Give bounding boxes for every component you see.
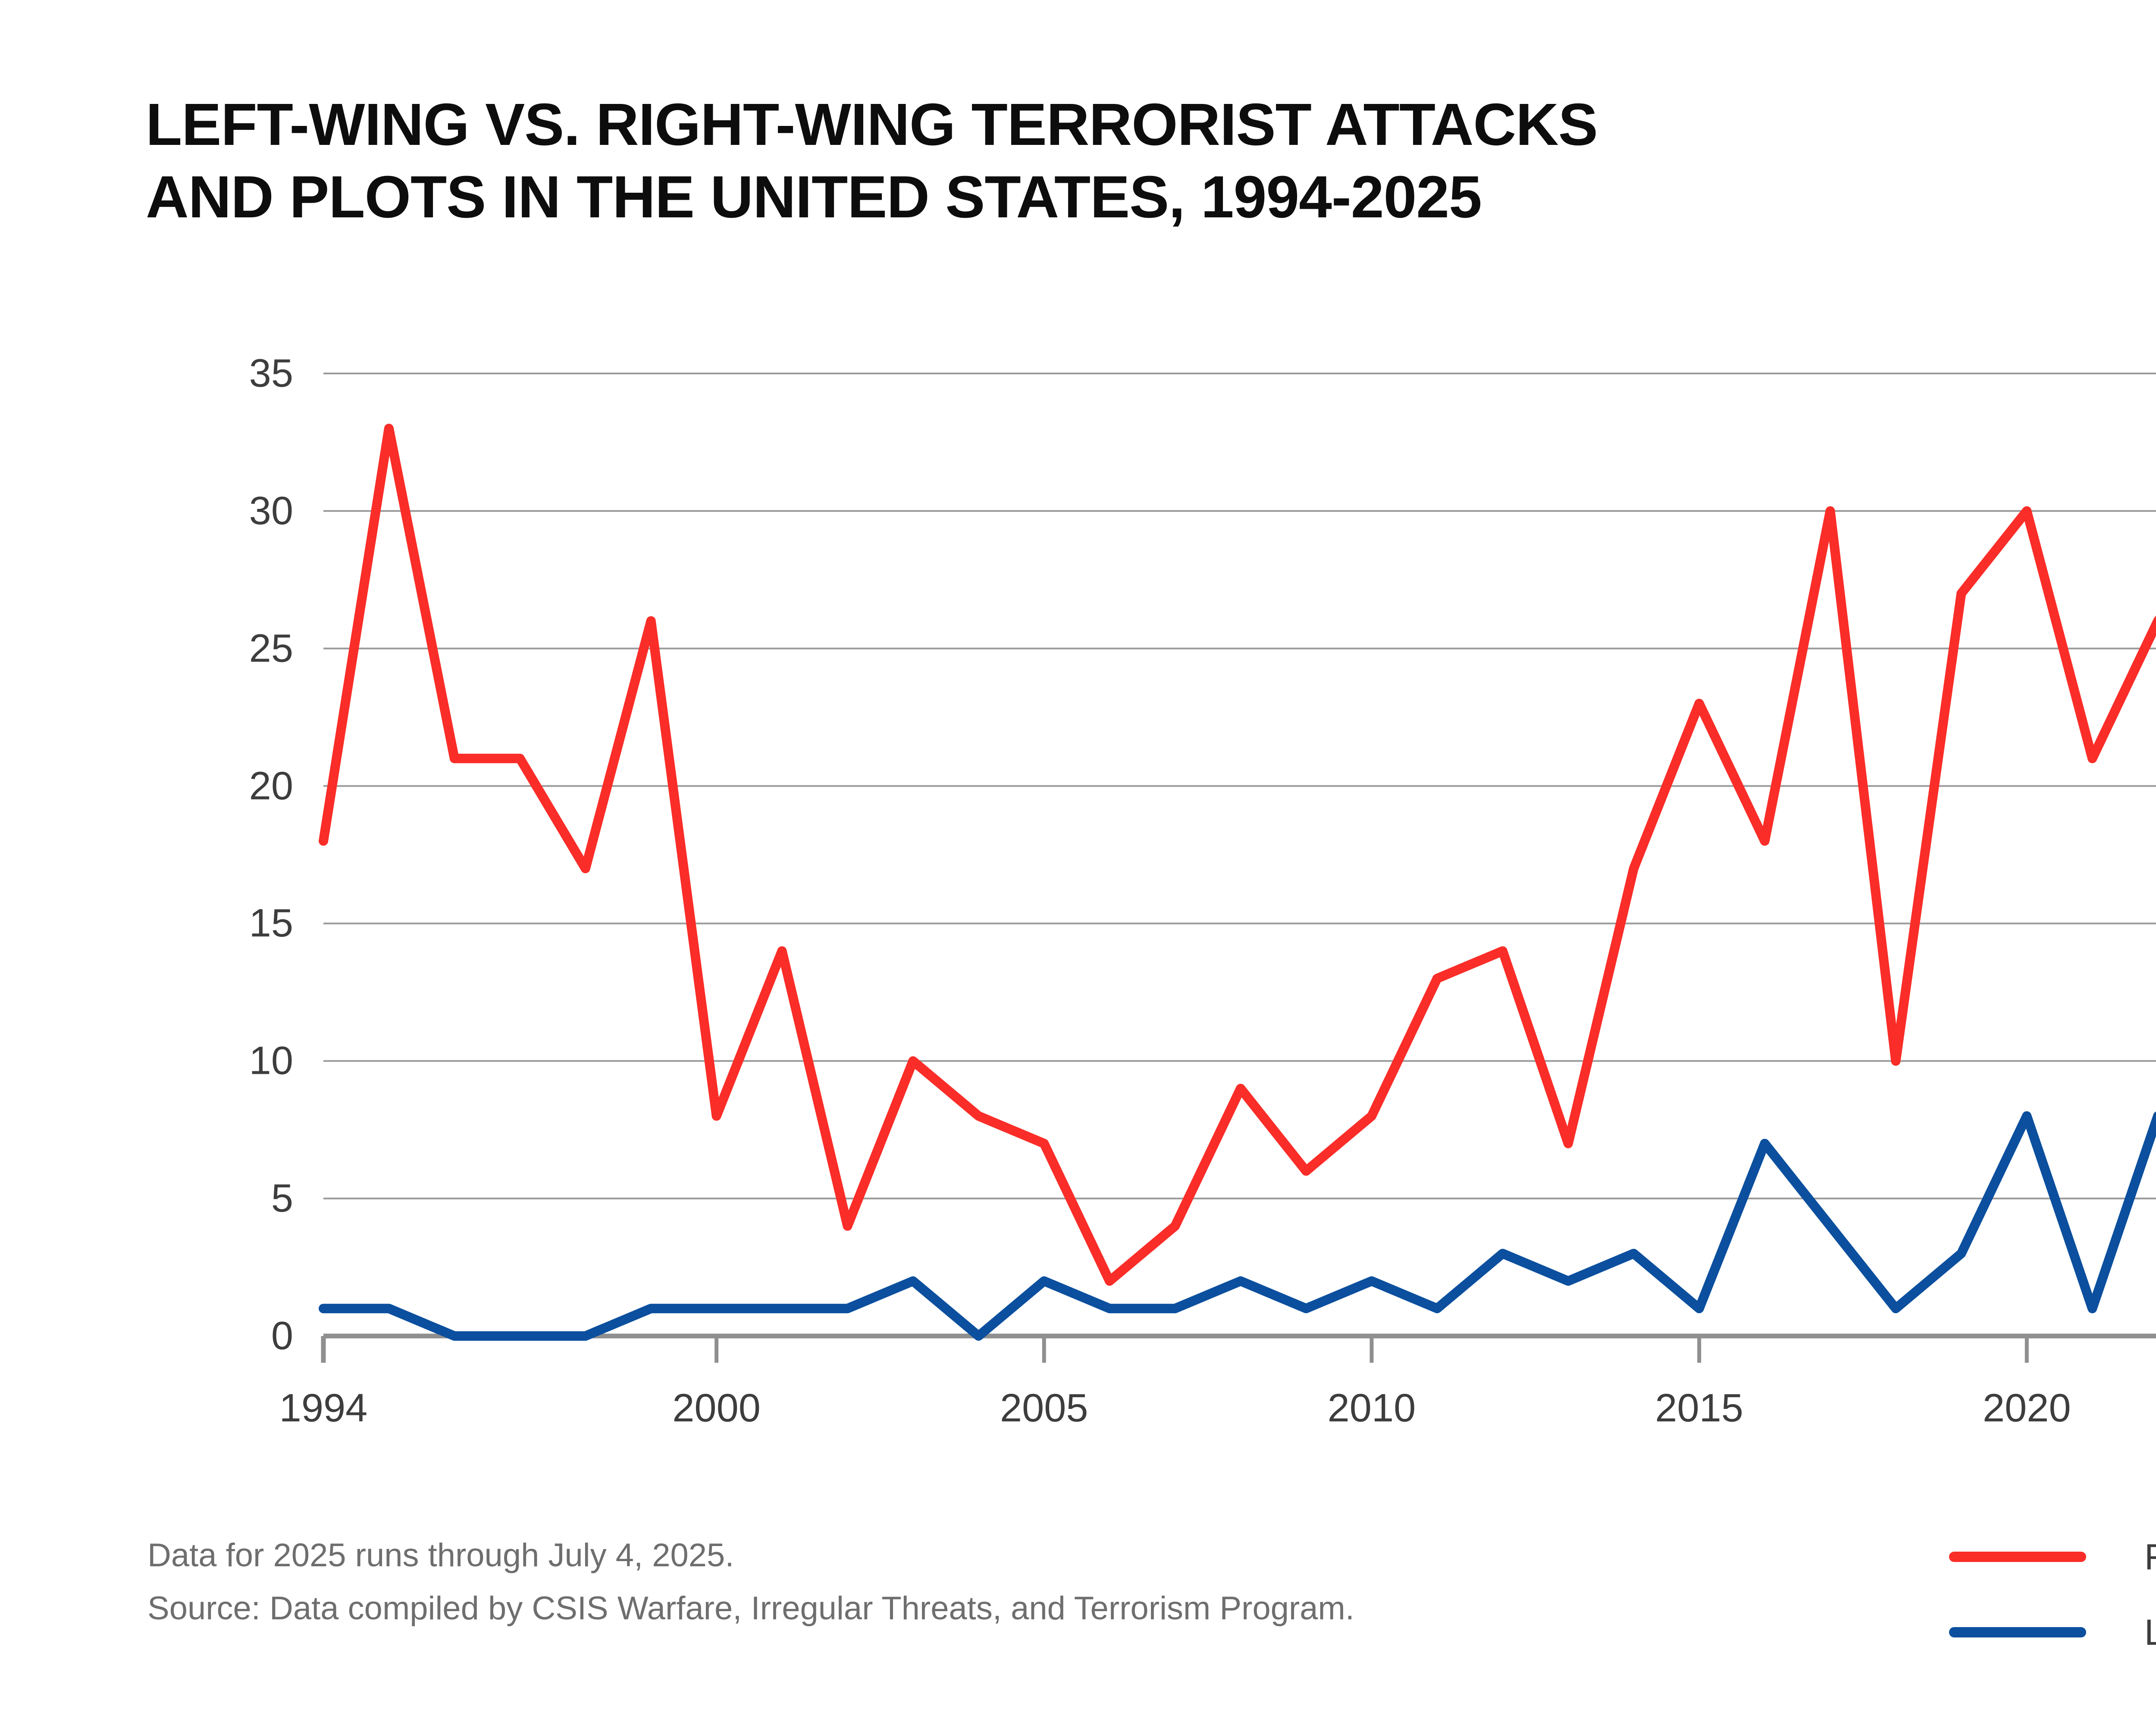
legend-item-right[interactable]: Right <box>1949 1529 2156 1585</box>
y-axis-tick-label: 35 <box>249 351 293 395</box>
chart-legend: Right Left <box>1949 1529 2156 1660</box>
y-axis-tick-label: 25 <box>249 626 293 671</box>
x-axis-tick-label: 2020 <box>1982 1386 2071 1430</box>
x-axis-tick-label: 2010 <box>1327 1386 1416 1430</box>
legend-label-right: Right <box>2144 1536 2156 1578</box>
x-tick-marks <box>714 1336 2029 1363</box>
data-series <box>319 423 2156 1341</box>
x-axis-tick-label: 1994 <box>279 1386 368 1430</box>
x-axis-tick-label: 2015 <box>1655 1386 1743 1430</box>
y-axis-tick-label: 15 <box>249 901 293 945</box>
y-axis-tick-label: 0 <box>271 1314 293 1358</box>
y-axis-tick-label: 10 <box>249 1038 293 1083</box>
page-title: LEFT-WING VS. RIGHT-WING TERRORIST ATTAC… <box>146 88 2000 234</box>
legend-label-left: Left <box>2144 1612 2156 1653</box>
note-source: Source: Data compiled by CSIS Warfare, I… <box>147 1590 1354 1627</box>
legend-swatch-left <box>1949 1627 2086 1637</box>
y-axis-tick-label: 20 <box>249 764 293 808</box>
gridlines <box>323 373 2156 1200</box>
x-axis-tick-label: 2005 <box>1000 1386 1088 1430</box>
title-line-1: LEFT-WING VS. RIGHT-WING TERRORIST ATTAC… <box>146 91 1598 158</box>
legend-swatch-right <box>1949 1552 2086 1562</box>
y-axis-tick-label: 5 <box>271 1176 293 1220</box>
footnotes: Data for 2025 runs through July 4, 2025.… <box>147 1529 1354 1635</box>
title-line-2: AND PLOTS IN THE UNITED STATES, 1994-202… <box>146 164 1482 231</box>
x-axis-tick-label: 2000 <box>672 1386 761 1430</box>
axis-lines <box>321 1333 2156 1363</box>
legend-item-left[interactable]: Left <box>1949 1604 2156 1660</box>
y-axis-tick-label: 30 <box>249 489 293 533</box>
note-data-range: Data for 2025 runs through July 4, 2025. <box>147 1537 734 1574</box>
